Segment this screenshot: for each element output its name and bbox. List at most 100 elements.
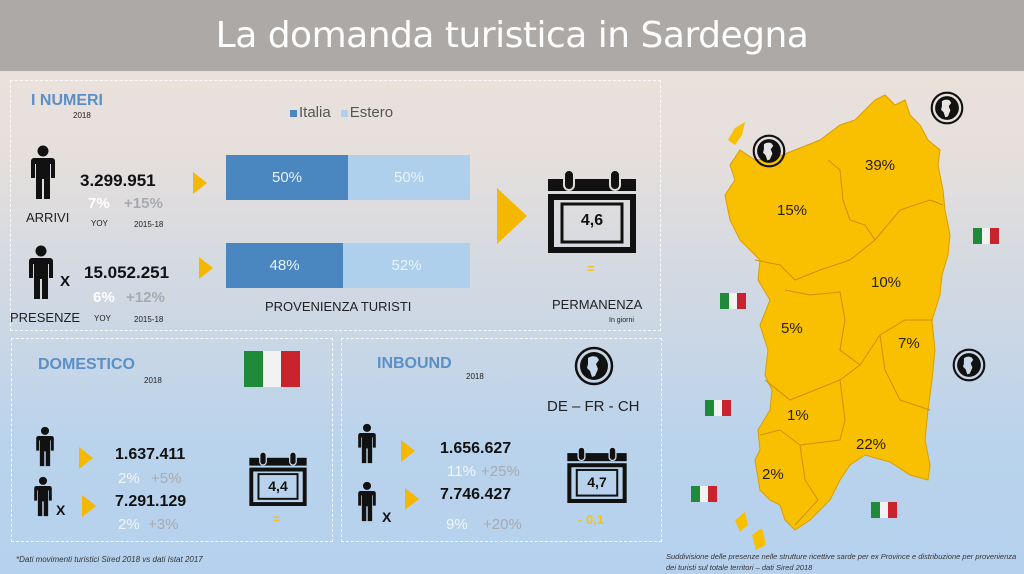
border-olbia-nuoro xyxy=(874,199,944,241)
map-pct-oristano: 5% xyxy=(781,320,803,337)
arrivi-growth: +15% xyxy=(124,195,163,212)
border-oristano-medio xyxy=(764,364,861,401)
inbound-permanenza-trend: - 0,1 xyxy=(578,512,605,527)
permanenza-trend: = xyxy=(587,261,595,276)
italy-flag-icon xyxy=(973,228,1000,244)
permanenza-sublabel: In giorni xyxy=(609,317,634,324)
map-pct-carbonia: 2% xyxy=(762,466,784,483)
page-title: La domanda turistica in Sardegna xyxy=(215,15,809,56)
arrivi-label: ARRIVI xyxy=(26,210,70,225)
sardinia-outline xyxy=(724,94,951,531)
calendar-shape xyxy=(567,446,627,503)
italy-flag-icon xyxy=(871,502,898,518)
globe-icon xyxy=(574,346,614,386)
legend-estero: Estero xyxy=(340,104,394,121)
presenze-provenienza-bar: 48% 52% xyxy=(226,243,470,288)
calendar-icon: 4,7 xyxy=(567,445,627,503)
arrivi-growth-label: 2015-18 xyxy=(134,220,164,229)
domestico-arrivi-growth: +5% xyxy=(151,470,182,487)
border-oristano-nuoro xyxy=(784,289,861,366)
arrow-right-icon xyxy=(401,440,415,462)
border-medio-carbonia xyxy=(759,429,819,526)
sardinia-island-north xyxy=(728,122,745,145)
calendar-shape xyxy=(249,451,307,506)
presenze-yoy-label: YOY xyxy=(94,314,111,323)
domestico-year: 2018 xyxy=(144,376,162,385)
arrivi-yoy-label: YOY xyxy=(91,219,108,228)
person-icon xyxy=(358,423,376,464)
arrivi-value: 3.299.951 xyxy=(80,171,156,190)
arrivi-italia-segment: 50% xyxy=(226,155,348,200)
border-ogliastra-cagliari xyxy=(879,334,931,411)
map-pct-medio-campidano: 1% xyxy=(787,407,809,424)
numeri-panel xyxy=(10,80,661,331)
domestico-title: DOMESTICO xyxy=(38,356,135,373)
map-pct-olbia: 39% xyxy=(865,157,896,174)
header-banner: La domanda turistica in Sardegna xyxy=(0,0,1024,71)
sardinia-island-sw2 xyxy=(752,528,766,550)
border-sassari-nuoro xyxy=(754,239,876,281)
footnote: *Dati movimenti turistici Sired 2018 vs … xyxy=(16,555,203,564)
inbound-year: 2018 xyxy=(466,372,484,381)
globe-icon xyxy=(752,134,786,168)
italy-flag-icon xyxy=(705,400,732,416)
domestico-panel xyxy=(11,338,333,542)
person-multiple-icon xyxy=(358,481,376,522)
calendar-shape xyxy=(548,169,636,253)
inbound-panel xyxy=(341,338,662,542)
domestico-permanenza-trend: = xyxy=(273,512,281,526)
map-caption: Suddivisione delle presenze nelle strutt… xyxy=(666,552,1017,572)
domestico-arrivi-value: 1.637.411 xyxy=(115,446,186,463)
inbound-presenze-growth: +20% xyxy=(483,516,522,533)
calendar-icon: 4,4 xyxy=(249,450,307,506)
person-multiple-icon xyxy=(29,245,53,299)
calendar-icon: 4,6 xyxy=(548,167,636,253)
person-icon xyxy=(36,426,54,467)
inbound-countries: DE – FR - CH xyxy=(547,398,640,415)
presenze-label: PRESENZE xyxy=(10,310,81,325)
map-pct-sassari: 15% xyxy=(777,202,808,219)
legend-italia: Italia xyxy=(290,104,331,121)
map-pct-nuoro: 10% xyxy=(871,274,902,291)
domestico-presenze-growth: +3% xyxy=(148,516,179,533)
inbound-presenze-yoy: 9% xyxy=(446,516,468,533)
sardinia-map xyxy=(724,94,951,550)
sardinia-island-sw1 xyxy=(735,512,748,532)
presenze-value: 15.052.251 xyxy=(84,263,170,282)
italy-flag-icon xyxy=(244,351,301,387)
presenze-multiplier: X xyxy=(60,273,71,290)
italy-flag-icon xyxy=(691,486,718,502)
map-pct-cagliari: 22% xyxy=(856,436,887,453)
italy-flag-icon xyxy=(720,293,747,309)
legend-estero-label: Estero xyxy=(349,104,394,121)
inbound-title: INBOUND xyxy=(377,355,452,372)
border-medio-cagliari xyxy=(799,379,846,446)
arrow-right-icon xyxy=(405,488,419,510)
arrow-right-icon xyxy=(82,495,96,517)
permanenza-value: 4,6 xyxy=(580,212,604,229)
person-multiple-icon xyxy=(34,476,52,517)
border-nuoro-ogliastra xyxy=(859,319,932,366)
globe-icon xyxy=(930,91,964,125)
numeri-title: I NUMERI xyxy=(31,92,103,109)
presenze-yoy: 6% xyxy=(93,289,115,306)
presenze-growth-label: 2015-18 xyxy=(134,315,164,324)
map-pct-ogliastra: 7% xyxy=(898,335,920,352)
globe-icon xyxy=(952,348,986,382)
arrivi-estero-segment: 50% xyxy=(348,155,470,200)
domestico-permanenza-value: 4,4 xyxy=(268,478,288,494)
chart-legend: Italia Estero xyxy=(290,104,393,121)
border-sassari-olbia xyxy=(827,159,876,241)
inbound-presenze-value: 7.746.427 xyxy=(440,486,512,503)
legend-swatch-italia xyxy=(290,109,297,117)
arrow-right-large-icon xyxy=(497,188,527,244)
inbound-permanenza-value: 4,7 xyxy=(587,474,607,490)
presenze-estero-segment: 52% xyxy=(343,243,470,288)
domestico-presenze-yoy: 2% xyxy=(118,516,140,533)
permanenza-label: PERMANENZA xyxy=(552,297,643,312)
person-icon xyxy=(31,145,55,199)
arrow-right-icon xyxy=(79,447,93,469)
domestico-presenze-value: 7.291.129 xyxy=(115,493,187,510)
arrow-right-icon xyxy=(193,172,207,194)
presenze-italia-segment: 48% xyxy=(226,243,344,288)
